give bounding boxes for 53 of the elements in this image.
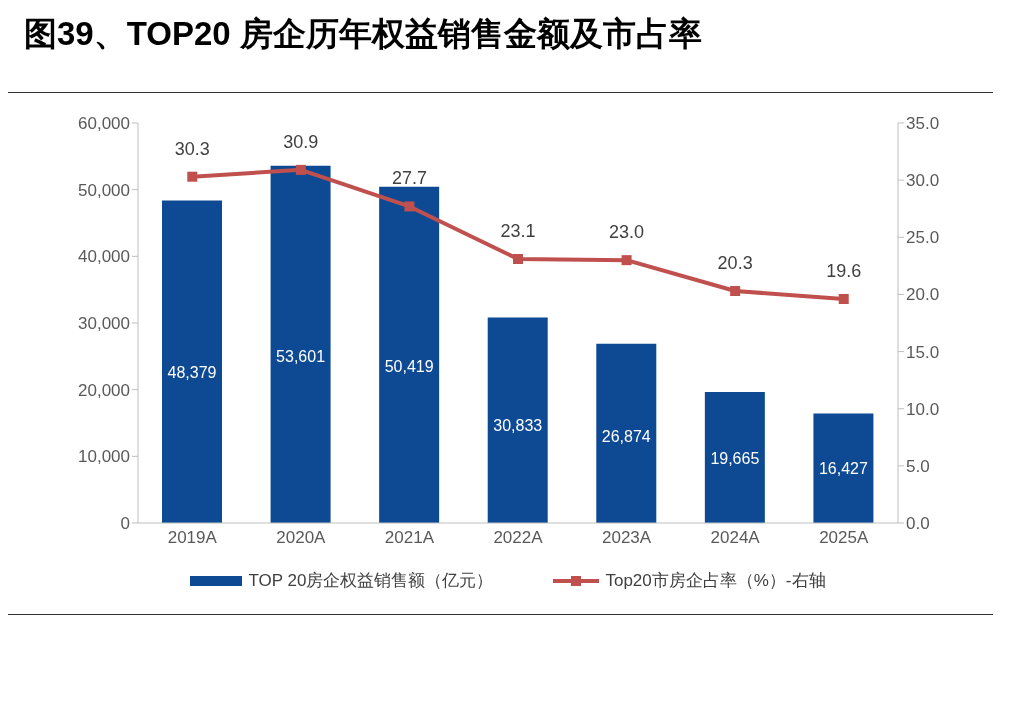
data-label: 26,874 xyxy=(601,428,651,446)
data-label: 30.9 xyxy=(283,131,319,152)
data-label: 19.6 xyxy=(826,261,862,281)
bar xyxy=(704,391,765,523)
point xyxy=(295,164,306,175)
y-tick-label: 40,000 xyxy=(78,247,130,267)
bar xyxy=(379,186,440,523)
data-label: 50,419 xyxy=(384,357,434,375)
x-tick-label: 2021A xyxy=(384,528,435,548)
y-tick-label: 0 xyxy=(120,514,130,534)
y-tick-label: 60,000 xyxy=(78,114,130,134)
data-label: 23.0 xyxy=(609,222,645,243)
bar xyxy=(596,343,657,523)
y2-tick-label: 5.0 xyxy=(906,456,930,476)
bar xyxy=(487,317,548,523)
legend-label: Top20市房企占率（%）-右轴 xyxy=(605,570,826,592)
data-label: 27.7 xyxy=(391,168,427,189)
y2-tick-label: 15.0 xyxy=(906,342,940,362)
x-tick-label: 2024A xyxy=(710,528,761,548)
y2-tick-label: 10.0 xyxy=(906,399,940,419)
bar xyxy=(270,165,331,523)
data-label: 23.1 xyxy=(500,221,536,241)
x-tick-label: 2025A xyxy=(819,528,869,548)
bar xyxy=(162,200,222,523)
y2-tick-label: 25.0 xyxy=(906,228,940,248)
y2-tick-label: 20.0 xyxy=(906,285,940,305)
point xyxy=(513,254,523,264)
x-tick-label: 2023A xyxy=(601,528,652,548)
point xyxy=(838,294,849,304)
data-label: 16,427 xyxy=(818,459,868,477)
data-label: 30,833 xyxy=(493,416,543,434)
y-tick-label: 10,000 xyxy=(78,447,130,467)
bar xyxy=(813,413,874,523)
point xyxy=(187,171,198,182)
point xyxy=(730,286,741,296)
y-tick-label: 20,000 xyxy=(78,380,130,400)
data-label: 19,665 xyxy=(710,450,760,468)
data-label: 30.3 xyxy=(174,138,210,159)
x-tick-label: 2019A xyxy=(167,528,218,548)
point xyxy=(621,255,632,266)
x-tick-label: 2022A xyxy=(493,528,544,548)
data-label: 20.3 xyxy=(717,253,753,273)
chart-title: 图39、TOP20 房企历年权益销售金额及市占率 xyxy=(23,14,703,54)
y2-tick-label: 35.0 xyxy=(906,114,940,134)
x-tick-label: 2020A xyxy=(276,528,327,548)
data-label: 48,379 xyxy=(167,363,217,381)
data-label: 53,601 xyxy=(276,348,326,366)
y2-tick-label: 0.0 xyxy=(906,514,930,534)
y-tick-label: 50,000 xyxy=(78,180,130,200)
y2-tick-label: 30.0 xyxy=(906,171,940,191)
y-tick-label: 30,000 xyxy=(78,314,130,334)
legend-label: TOP 20房企权益销售额（亿元） xyxy=(248,570,494,592)
point xyxy=(404,201,415,212)
